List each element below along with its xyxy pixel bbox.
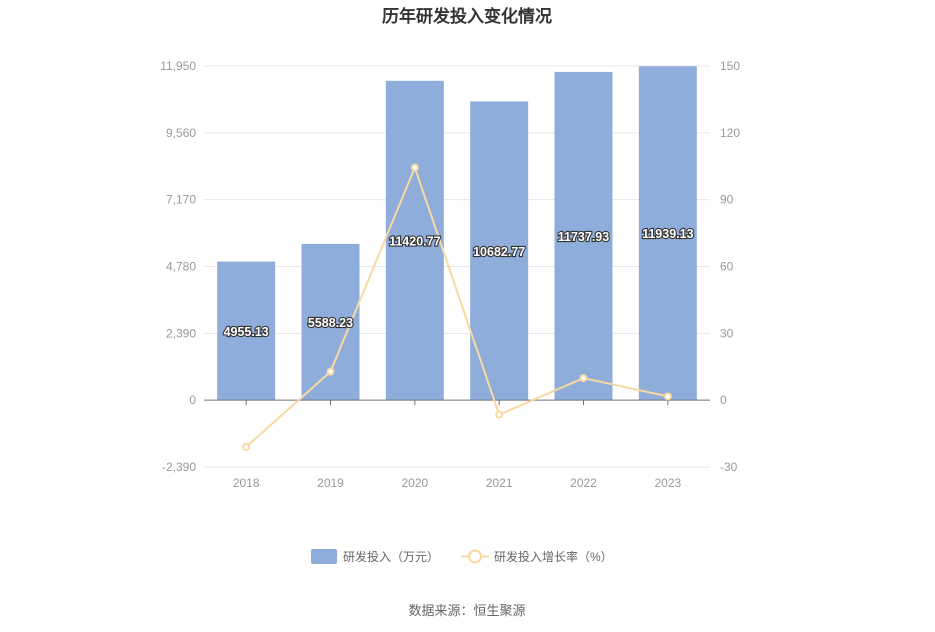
legend-label-line: 研发投入增长率（%） [494, 549, 613, 564]
legend-item-bar[interactable]: 研发投入（万元） [311, 549, 439, 564]
line-series [242, 163, 672, 451]
left-axis-ticks: -2,390 0 2,390 4,780 7,170 9,560 11,950 [160, 59, 196, 474]
right-tick-label: 90 [720, 193, 734, 207]
legend-swatch-bar [311, 549, 337, 564]
right-tick-label: 150 [720, 59, 740, 73]
bar-value-label: 10682.77 [473, 245, 525, 259]
bar-2022[interactable] [554, 71, 613, 401]
legend: 研发投入（万元） 研发投入增长率（%） [311, 549, 613, 564]
bar-2020[interactable] [385, 80, 444, 401]
growth-point-2021[interactable] [495, 410, 504, 419]
bar-value-label: 4955.13 [224, 325, 269, 339]
bar-series [217, 66, 697, 401]
growth-line [245, 164, 669, 448]
x-tick-label: 2021 [486, 476, 513, 490]
right-tick-label: -30 [720, 460, 738, 474]
x-tick-label: 2019 [317, 476, 344, 490]
left-tick-label: 4,780 [166, 260, 196, 274]
bar-value-label: 11939.13 [642, 227, 693, 241]
right-tick-label: 0 [720, 393, 727, 407]
bar-value-label: 5588.23 [308, 316, 353, 330]
growth-point-2022[interactable] [579, 374, 588, 383]
left-tick-label: -2,390 [162, 460, 196, 474]
growth-point-2023[interactable] [663, 392, 672, 401]
right-tick-label: 120 [720, 126, 740, 140]
x-axis: 2018 2019 2020 2021 2022 2023 [204, 399, 710, 490]
x-tick-label: 2018 [233, 476, 260, 490]
right-tick-label: 30 [720, 326, 734, 340]
legend-swatch-marker [468, 549, 482, 564]
bar-2021[interactable] [470, 101, 529, 401]
left-tick-label: 2,390 [166, 326, 196, 340]
bar-value-label: 11420.77 [389, 234, 440, 248]
chart-title: 历年研发投入变化情况 [382, 6, 552, 26]
x-tick-label: 2023 [654, 476, 681, 490]
x-tick-label: 2020 [401, 476, 428, 490]
bar-2023[interactable] [638, 66, 697, 401]
legend-item-line[interactable]: 研发投入增长率（%） [461, 549, 613, 564]
bar-2018[interactable] [217, 261, 276, 401]
bar-data-labels: 4955.13 5588.23 11420.77 10682.77 11737.93 11… [222, 226, 694, 340]
source-note: 数据来源：恒生聚源 [408, 603, 525, 618]
right-axis-ticks: -30 0 30 60 90 120 150 [720, 59, 740, 474]
right-tick-label: 60 [720, 260, 734, 274]
x-tick-label: 2022 [570, 476, 597, 490]
left-tick-label: 9,560 [166, 126, 196, 140]
left-tick-label: 7,170 [166, 193, 196, 207]
grid-lines [204, 65, 710, 468]
bar-value-label: 11737.93 [558, 230, 609, 244]
left-tick-label: 11,950 [160, 59, 196, 73]
growth-point-2018[interactable] [242, 442, 251, 451]
growth-point-2020[interactable] [410, 163, 419, 172]
left-tick-label: 0 [189, 393, 196, 407]
growth-point-2019[interactable] [326, 367, 335, 376]
legend-label-bar: 研发投入（万元） [343, 549, 439, 564]
